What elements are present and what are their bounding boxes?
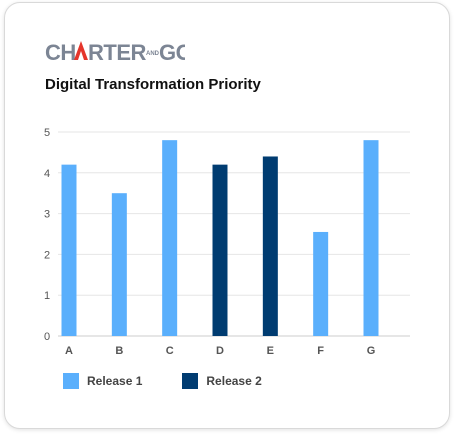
y-tick-label: 4 [44,168,50,180]
bar-b[interactable] [111,193,127,336]
legend-item-release-1[interactable]: Release 1 [63,373,142,389]
svg-text:CH: CH [45,40,76,65]
y-tick-label: 3 [44,209,50,221]
legend-label: Release 2 [206,374,262,388]
legend-swatch-release-1 [63,373,79,389]
x-tick-label: B [115,345,123,357]
chart-title: Digital Transformation Priority [45,76,261,93]
legend-item-release-2[interactable]: Release 2 [182,373,262,389]
gridlines [58,131,410,337]
x-tick-label: G [367,345,376,357]
legend: Release 1 Release 2 [63,373,302,389]
x-tick-label: E [267,345,274,357]
svg-text:RTER: RTER [88,40,147,65]
y-tick-label: 1 [44,290,50,302]
x-tick-label: A [65,345,73,357]
legend-label: Release 1 [87,374,143,388]
y-tick-labels: 0 1 2 3 4 5 [44,127,50,343]
bar-g[interactable] [363,140,379,336]
y-tick-label: 5 [44,127,50,139]
bar-a[interactable] [61,164,77,336]
svg-text:AND: AND [146,51,160,57]
x-tick-label: F [317,345,324,357]
y-tick-label: 0 [44,331,50,343]
bars [61,140,379,336]
bar-e[interactable] [262,156,278,336]
bar-d[interactable] [212,164,228,336]
legend-swatch-release-2 [182,373,199,389]
x-tick-label: D [216,345,224,357]
x-tick-label: C [166,345,174,357]
logo-a-mark [74,41,88,60]
bar-f[interactable] [313,231,329,336]
x-tick-labels: A B C D E F G [65,345,375,357]
bar-c[interactable] [162,140,178,336]
y-tick-label: 2 [44,249,50,261]
